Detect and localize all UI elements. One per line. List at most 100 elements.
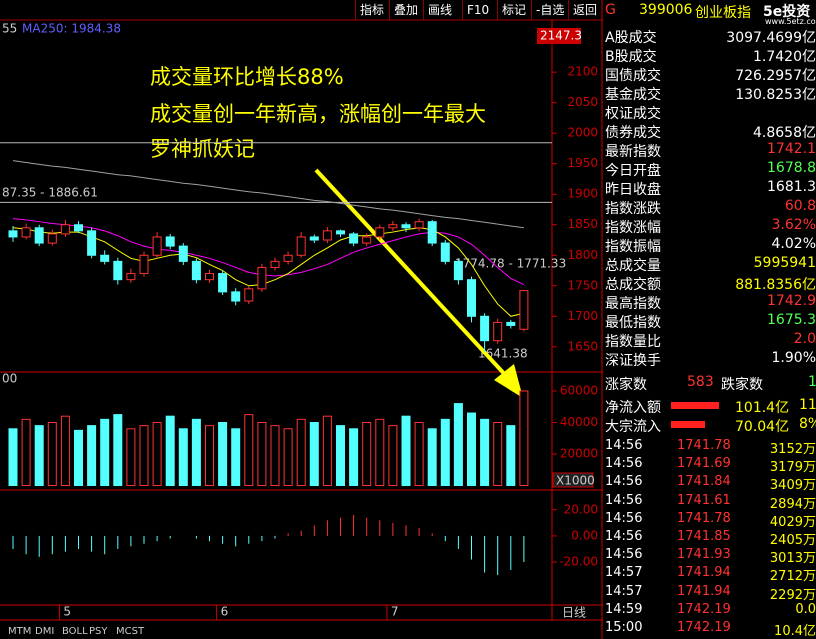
indicator-tab[interactable]: MCST xyxy=(116,626,145,637)
candle-body xyxy=(349,233,359,244)
volume-bar xyxy=(336,425,345,486)
logo: 5e投资 xyxy=(763,1,811,21)
volume-bar xyxy=(231,428,241,486)
trade-time: 14:56 xyxy=(605,529,643,544)
toolbar-button[interactable]: 画线 xyxy=(423,0,456,20)
toolbar-button[interactable]: 标记 xyxy=(497,0,530,20)
indicator-tab[interactable]: MTM xyxy=(8,626,31,637)
trade-volume: 3152万 xyxy=(769,442,816,457)
volume-bar xyxy=(506,425,516,486)
volume-bar xyxy=(205,425,214,486)
volume-bar xyxy=(401,415,411,487)
volume-bar xyxy=(244,414,254,486)
trade-volume: 0.0 xyxy=(795,601,816,617)
candle-body xyxy=(401,224,411,229)
stat-value: 4.02% xyxy=(771,236,816,252)
volume-bar xyxy=(47,421,57,487)
trade-time: 14:56 xyxy=(605,492,643,508)
y-tick-label: 1800 xyxy=(567,248,598,262)
flow-label: 净流入额 xyxy=(605,400,661,416)
y-tick-label: 1700 xyxy=(567,309,598,323)
candle-body xyxy=(218,273,228,293)
trade-price: 1741.69 xyxy=(677,456,731,472)
stat-value: 1675.3 xyxy=(767,312,816,328)
stat-label: 最低指数 xyxy=(605,315,661,331)
stat-label: 指数涨幅 xyxy=(605,220,661,236)
flow-pct: 11% xyxy=(799,397,816,413)
period-label[interactable]: 日线 xyxy=(562,606,586,620)
toolbar-button[interactable]: F10 xyxy=(462,0,493,20)
stat-value: 1.7420亿 xyxy=(753,49,816,65)
candle-body xyxy=(336,230,345,235)
unit-label: X1000 xyxy=(556,474,595,488)
volume-bar xyxy=(414,421,424,487)
candle-body xyxy=(34,227,44,244)
x-tick-label: 5 xyxy=(63,605,71,619)
stat-value: 881.8356亿 xyxy=(735,277,816,293)
trade-price: 1741.61 xyxy=(677,492,731,508)
volume-bar xyxy=(34,425,44,486)
volume-bar xyxy=(21,418,31,486)
y-tick-label: 1850 xyxy=(567,217,598,231)
x-tick-label: 7 xyxy=(391,605,399,619)
stat-value: 1742.1 xyxy=(767,141,816,157)
left-label: 55 xyxy=(2,22,17,36)
stat-label: 今日开盘 xyxy=(605,163,661,179)
stat-label: 指数振幅 xyxy=(605,239,661,255)
trade-time: 14:56 xyxy=(605,474,643,490)
flow-pct: 8% xyxy=(799,416,816,432)
candle-body xyxy=(362,236,372,244)
candle-body xyxy=(427,221,437,244)
trade-time: 14:56 xyxy=(605,510,643,526)
ma-line xyxy=(12,218,525,286)
volume-bar xyxy=(309,421,319,487)
ref-label: 87.35 - 1886.61 xyxy=(2,186,98,200)
chart-area: 55 MA250: 1984.38 00 X1000 2147.3 87.35 … xyxy=(0,0,603,639)
x-tick-label: 6 xyxy=(221,605,229,619)
candle-body xyxy=(493,321,503,342)
candle-body xyxy=(322,230,332,241)
y-tick-label: 40000 xyxy=(560,415,598,429)
annotation: 成交量创一年新高，涨幅创一年最大 xyxy=(150,102,486,126)
trade-volume: 3409万 xyxy=(769,478,816,494)
trade-price: 1742.19 xyxy=(677,601,731,617)
indicator-tab[interactable]: DMI xyxy=(35,626,54,637)
toolbar-button[interactable]: 返回 xyxy=(568,0,601,20)
candle-body xyxy=(139,254,149,275)
toolbar-button[interactable]: 叠加 xyxy=(389,0,422,20)
volume-bar xyxy=(427,428,437,486)
volume-bar xyxy=(375,418,385,486)
candle-body xyxy=(152,236,162,256)
trade-time: 14:57 xyxy=(605,583,643,599)
candle-body xyxy=(165,236,175,247)
volume-top-label: 00 xyxy=(2,372,17,386)
indicator-tab[interactable]: PSY xyxy=(89,626,108,637)
candle-body xyxy=(388,224,398,229)
trade-volume: 2894万 xyxy=(769,496,816,512)
annotation: 罗神抓妖记 xyxy=(150,137,255,161)
candle-body xyxy=(453,260,463,281)
toolbar-button[interactable]: 指标 xyxy=(355,0,388,20)
toolbar-button[interactable]: -自选 xyxy=(531,0,568,20)
volume-bar xyxy=(257,421,267,487)
flow-bar xyxy=(671,421,705,428)
stat-value: 2.0 xyxy=(793,331,816,347)
candle-body xyxy=(87,230,97,256)
trade-volume: 3013万 xyxy=(769,551,816,567)
stat-value: 1742.9 xyxy=(767,293,816,309)
trade-price: 1741.85 xyxy=(677,529,731,544)
volume-bar xyxy=(440,418,450,486)
annotation: 成交量环比增长88% xyxy=(150,65,344,89)
candle-body xyxy=(113,260,123,281)
volume-bar xyxy=(165,415,175,487)
volume-bar xyxy=(493,421,503,487)
indicator-tab[interactable]: BOLL xyxy=(62,626,88,637)
trade-volume: 2292万 xyxy=(769,587,816,603)
price-box xyxy=(537,28,581,44)
stat-value: 1.90% xyxy=(771,350,816,366)
candle-body xyxy=(205,273,214,281)
y-tick-label: 2000 xyxy=(567,126,598,140)
candle-body xyxy=(231,291,241,302)
trade-time: 15:00 xyxy=(605,620,643,635)
volume-bar xyxy=(218,421,228,487)
